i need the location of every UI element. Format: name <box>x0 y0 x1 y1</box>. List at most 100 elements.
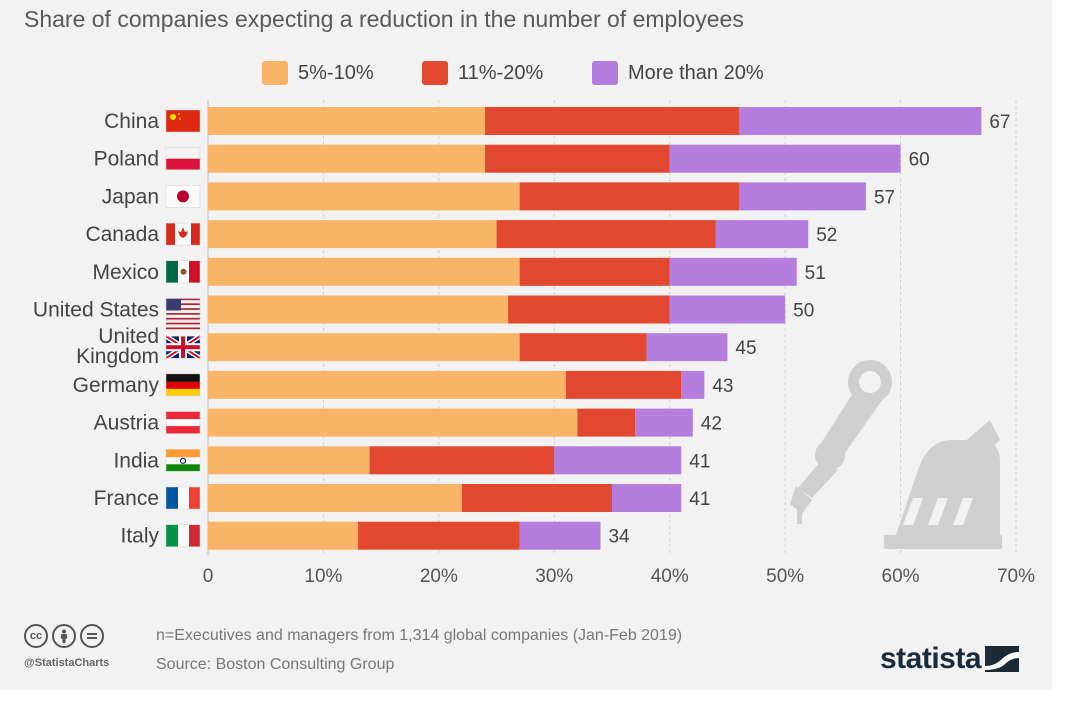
no-derivatives-icon <box>80 624 104 648</box>
total-label-poland: 60 <box>909 150 930 171</box>
bar-mexico-5-10 <box>208 257 520 286</box>
legend-item-5-10: 5%-10% <box>262 58 374 88</box>
flag-poland-icon <box>165 147 201 170</box>
bar-germany-5-10 <box>208 370 566 399</box>
legend-label-11-20: 11%-20% <box>458 61 544 84</box>
bar-united-kingdom-11-20 <box>519 333 647 362</box>
category-label-canada: Canada <box>85 223 159 246</box>
total-label-canada: 52 <box>816 225 837 246</box>
bar-austria-5-10 <box>208 408 578 437</box>
bar-italy-5-10 <box>208 521 359 550</box>
total-label-france: 41 <box>689 489 710 510</box>
total-label-japan: 57 <box>874 187 895 208</box>
category-label-united-states: United States <box>33 299 159 322</box>
category-label-mexico: Mexico <box>92 261 159 284</box>
license-icons: cc <box>24 624 104 648</box>
bar-italy-11-20 <box>358 521 520 550</box>
x-tick-label: 40% <box>651 566 689 587</box>
bar-china-5-10 <box>208 107 486 135</box>
x-tick-label: 50% <box>766 566 804 587</box>
bar-united-states-11-20 <box>508 295 670 324</box>
flag-india-icon <box>165 449 201 472</box>
legend-label-more-than-20: More than 20% <box>628 61 764 84</box>
bar-united-states-5-10 <box>208 295 509 324</box>
bar-china-11-20 <box>485 107 739 135</box>
category-label-germany: Germany <box>73 374 160 397</box>
bar-austria-11-20 <box>577 408 636 437</box>
legend-swatch-5-10 <box>262 61 288 85</box>
bar-poland-5-10 <box>208 144 486 173</box>
x-tick-label: 30% <box>535 566 573 587</box>
bar-india-more-than-20 <box>554 446 682 475</box>
category-label-austria: Austria <box>94 412 160 435</box>
bar-france-5-10 <box>208 484 462 512</box>
flag-germany-icon <box>165 373 201 397</box>
total-label-germany: 43 <box>712 376 733 397</box>
legend-item-more-than-20: More than 20% <box>592 58 764 88</box>
bar-canada-more-than-20 <box>715 220 809 249</box>
cc-icon: cc <box>24 624 48 648</box>
bar-mexico-11-20 <box>519 257 670 286</box>
legend-label-5-10: 5%-10% <box>298 61 374 84</box>
flag-china-icon <box>165 109 201 133</box>
total-label-italy: 34 <box>608 527 630 548</box>
category-label-france: France <box>94 487 159 510</box>
statista-logo: statista <box>880 642 1020 676</box>
bar-chart: 67 China 60 Poland 57 Japan 52 Canada 51 Mexico 50… <box>33 100 1035 587</box>
bar-china-more-than-20 <box>738 107 982 135</box>
flag-austria-icon <box>165 411 201 434</box>
flag-france-icon <box>165 486 201 510</box>
x-tick-label: 20% <box>420 566 458 587</box>
category-label-china: China <box>104 110 159 133</box>
flag-italy-icon <box>165 524 201 547</box>
legend-swatch-more-than-20 <box>592 61 618 85</box>
statista-logo-icon <box>985 646 1020 672</box>
bar-germany-11-20 <box>565 370 682 399</box>
x-tick-label: 0 <box>203 566 214 587</box>
bar-canada-11-20 <box>496 220 716 249</box>
chart-title: Share of companies expecting a reduction… <box>24 6 744 32</box>
bar-japan-11-20 <box>519 182 739 211</box>
attribution-icon <box>52 624 76 648</box>
bar-canada-5-10 <box>208 220 497 249</box>
legend: 5%-10% 11%-20% More than 20% <box>0 58 1052 88</box>
statista-logo-text: statista <box>880 642 982 675</box>
bar-india-11-20 <box>369 446 555 475</box>
flag-united-kingdom-icon <box>164 334 202 361</box>
bar-austria-more-than-20 <box>635 408 693 437</box>
x-tick-label: 10% <box>304 566 342 587</box>
bar-germany-more-than-20 <box>681 370 705 399</box>
bar-france-11-20 <box>461 484 612 512</box>
bar-united-kingdom-5-10 <box>208 333 520 362</box>
bar-italy-more-than-20 <box>519 521 601 550</box>
legend-swatch-11-20 <box>422 61 448 85</box>
category-label-poland: Poland <box>94 148 159 171</box>
bar-poland-more-than-20 <box>669 144 901 173</box>
bar-mexico-more-than-20 <box>669 257 797 286</box>
bar-japan-5-10 <box>208 182 520 211</box>
total-label-china: 67 <box>989 112 1010 133</box>
flag-mexico-icon <box>165 260 201 284</box>
flag-canada-icon <box>165 222 201 246</box>
total-label-austria: 42 <box>701 414 722 435</box>
total-label-mexico: 51 <box>805 263 826 284</box>
flag-japan-icon <box>165 185 201 208</box>
x-tick-label: 70% <box>997 566 1035 587</box>
sample-note: n=Executives and managers from 1,314 glo… <box>156 627 683 644</box>
bar-india-5-10 <box>208 446 370 475</box>
total-label-united-kingdom: 45 <box>735 338 756 359</box>
category-label-india: India <box>113 449 159 472</box>
category-label-italy: Italy <box>120 525 159 548</box>
source-note: Source: Boston Consulting Group <box>156 656 395 673</box>
bar-poland-11-20 <box>485 144 670 173</box>
total-label-india: 41 <box>689 451 710 472</box>
total-label-united-states: 50 <box>793 301 814 322</box>
legend-item-11-20: 11%-20% <box>422 58 543 88</box>
bar-united-states-more-than-20 <box>669 295 786 324</box>
category-label-united-kingdom: United Kingdom <box>76 325 159 368</box>
x-tick-label: 60% <box>882 566 920 587</box>
flag-united-states-icon <box>165 298 201 330</box>
category-label-japan: Japan <box>102 185 159 208</box>
bar-france-more-than-20 <box>612 484 682 512</box>
robot-arm-watermark-icon <box>790 360 1002 549</box>
